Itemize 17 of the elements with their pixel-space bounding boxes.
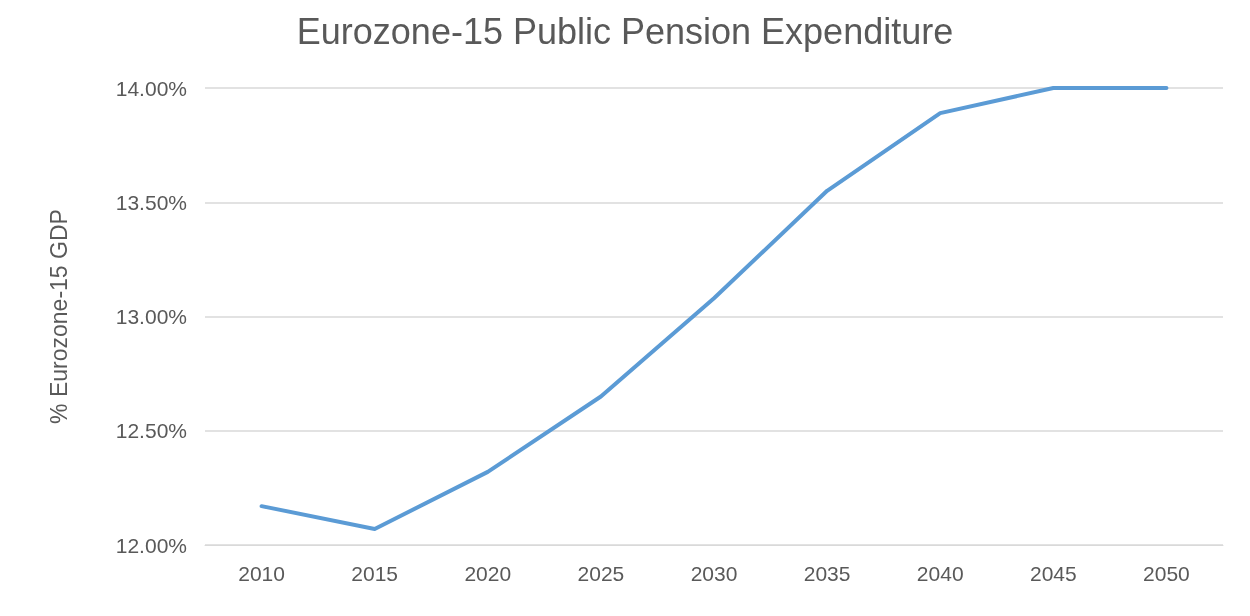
x-tick-label: 2045 [1029,562,1077,585]
line-series [259,86,1169,532]
x-tick-label: 2015 [351,562,399,585]
x-tick-label: 2030 [690,562,738,585]
chart-title: Eurozone-15 Public Pension Expenditure [296,10,954,52]
y-tick-label: 14.00% [115,76,187,100]
x-tick-label: 2050 [1143,562,1190,585]
y-tick-label: 13.50% [115,190,187,214]
x-tick-label: 2035 [803,562,851,585]
x-tick-label: 2040 [916,562,964,585]
y-axis-title: % Eurozone-15 GDP [45,209,72,424]
x-tick-label: 2010 [238,562,285,585]
y-tick-label: 13.00% [115,305,187,328]
y-tick-label: 12.50% [115,419,187,443]
y-tick-label: 12.00% [115,533,187,557]
x-tick-label: 2020 [464,562,512,585]
x-tick-label: 2025 [577,562,625,585]
